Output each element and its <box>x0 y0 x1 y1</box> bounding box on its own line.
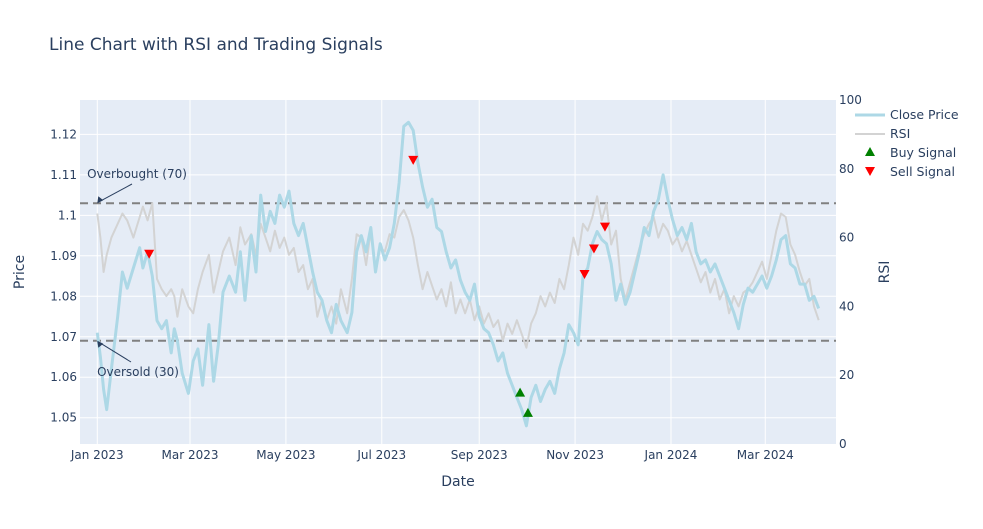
x-tick-label: Jul 2023 <box>356 448 406 462</box>
y-tick-label: 1.12 <box>50 127 77 141</box>
x-axis-title: Date <box>441 474 474 490</box>
x-tick-label: Jan 2024 <box>644 448 698 462</box>
oversold-arrow-head <box>97 340 104 348</box>
buy-signal-marker <box>522 407 533 417</box>
x-tick-label: Mar 2024 <box>737 448 794 462</box>
grid-layer <box>80 100 836 444</box>
y-tick-label: 1.07 <box>50 330 77 344</box>
legend-item-close-price[interactable]: Close Price <box>855 107 959 122</box>
overbought-arrow-head <box>97 196 104 204</box>
overbought-arrow-line <box>98 183 133 203</box>
oversold-annotation: Oversold (30) <box>97 365 179 379</box>
buy-signal-legend-icon <box>865 147 875 156</box>
legend-label-close-price: Close Price <box>890 107 959 122</box>
x-tick-label: Mar 2023 <box>162 448 219 462</box>
y-tick-label: 1.09 <box>50 249 77 263</box>
y2-tick-label: 20 <box>839 368 854 382</box>
sell-signal-marker <box>579 270 590 280</box>
reference-lines-layer <box>80 202 836 342</box>
signal-markers-layer <box>144 155 610 417</box>
sell-signal-legend-icon <box>865 167 875 176</box>
legend-label-buy-signal: Buy Signal <box>890 145 956 160</box>
legend-item-rsi[interactable]: RSI <box>855 126 910 141</box>
y2-tick-label: 80 <box>839 162 854 176</box>
chart-title: Line Chart with RSI and Trading Signals <box>49 35 383 55</box>
legend[interactable]: Close Price RSI Buy Signal Sell Signal <box>855 107 959 179</box>
sell-signal-marker <box>408 155 419 165</box>
close-price-line <box>95 120 821 428</box>
buy-signal-marker <box>515 387 526 397</box>
y-tick-label: 1.06 <box>50 370 77 384</box>
oversold-arrow-line <box>98 341 132 363</box>
x-tick-label: May 2023 <box>256 448 315 462</box>
series-layer <box>95 120 821 428</box>
x-tick-label: Jan 2023 <box>70 448 124 462</box>
overbought-annotation: Overbought (70) <box>87 167 187 181</box>
legend-item-sell-signal[interactable]: Sell Signal <box>865 164 955 179</box>
legend-item-buy-signal[interactable]: Buy Signal <box>865 145 956 160</box>
y-tick-label: 1.08 <box>50 289 77 303</box>
sell-signal-marker <box>144 249 155 259</box>
y2-tick-label: 40 <box>839 299 854 313</box>
y2-tick-label: 60 <box>839 231 854 245</box>
rsi-line <box>96 195 820 349</box>
sell-signal-marker <box>599 222 610 232</box>
y-tick-label: 1.05 <box>50 411 77 425</box>
x-tick-label: Nov 2023 <box>546 448 604 462</box>
y2-tick-label: 0 <box>839 437 847 451</box>
x-tick-label: Sep 2023 <box>451 448 508 462</box>
sell-signal-marker <box>588 244 599 254</box>
legend-label-sell-signal: Sell Signal <box>890 164 955 179</box>
y2-axis-title: RSI <box>877 261 893 284</box>
y-tick-label: 1.1 <box>58 208 77 222</box>
axis-labels-layer: Jan 2023 Mar 2023 May 2023 Jul 2023 Sep 2023… <box>50 93 862 462</box>
y2-tick-label: 100 <box>839 93 862 107</box>
y-tick-label: 1.11 <box>50 168 77 182</box>
annotations-layer: Overbought (70) Oversold (30) <box>87 167 187 379</box>
y-axis-title: Price <box>12 255 28 289</box>
legend-label-rsi: RSI <box>890 126 910 141</box>
